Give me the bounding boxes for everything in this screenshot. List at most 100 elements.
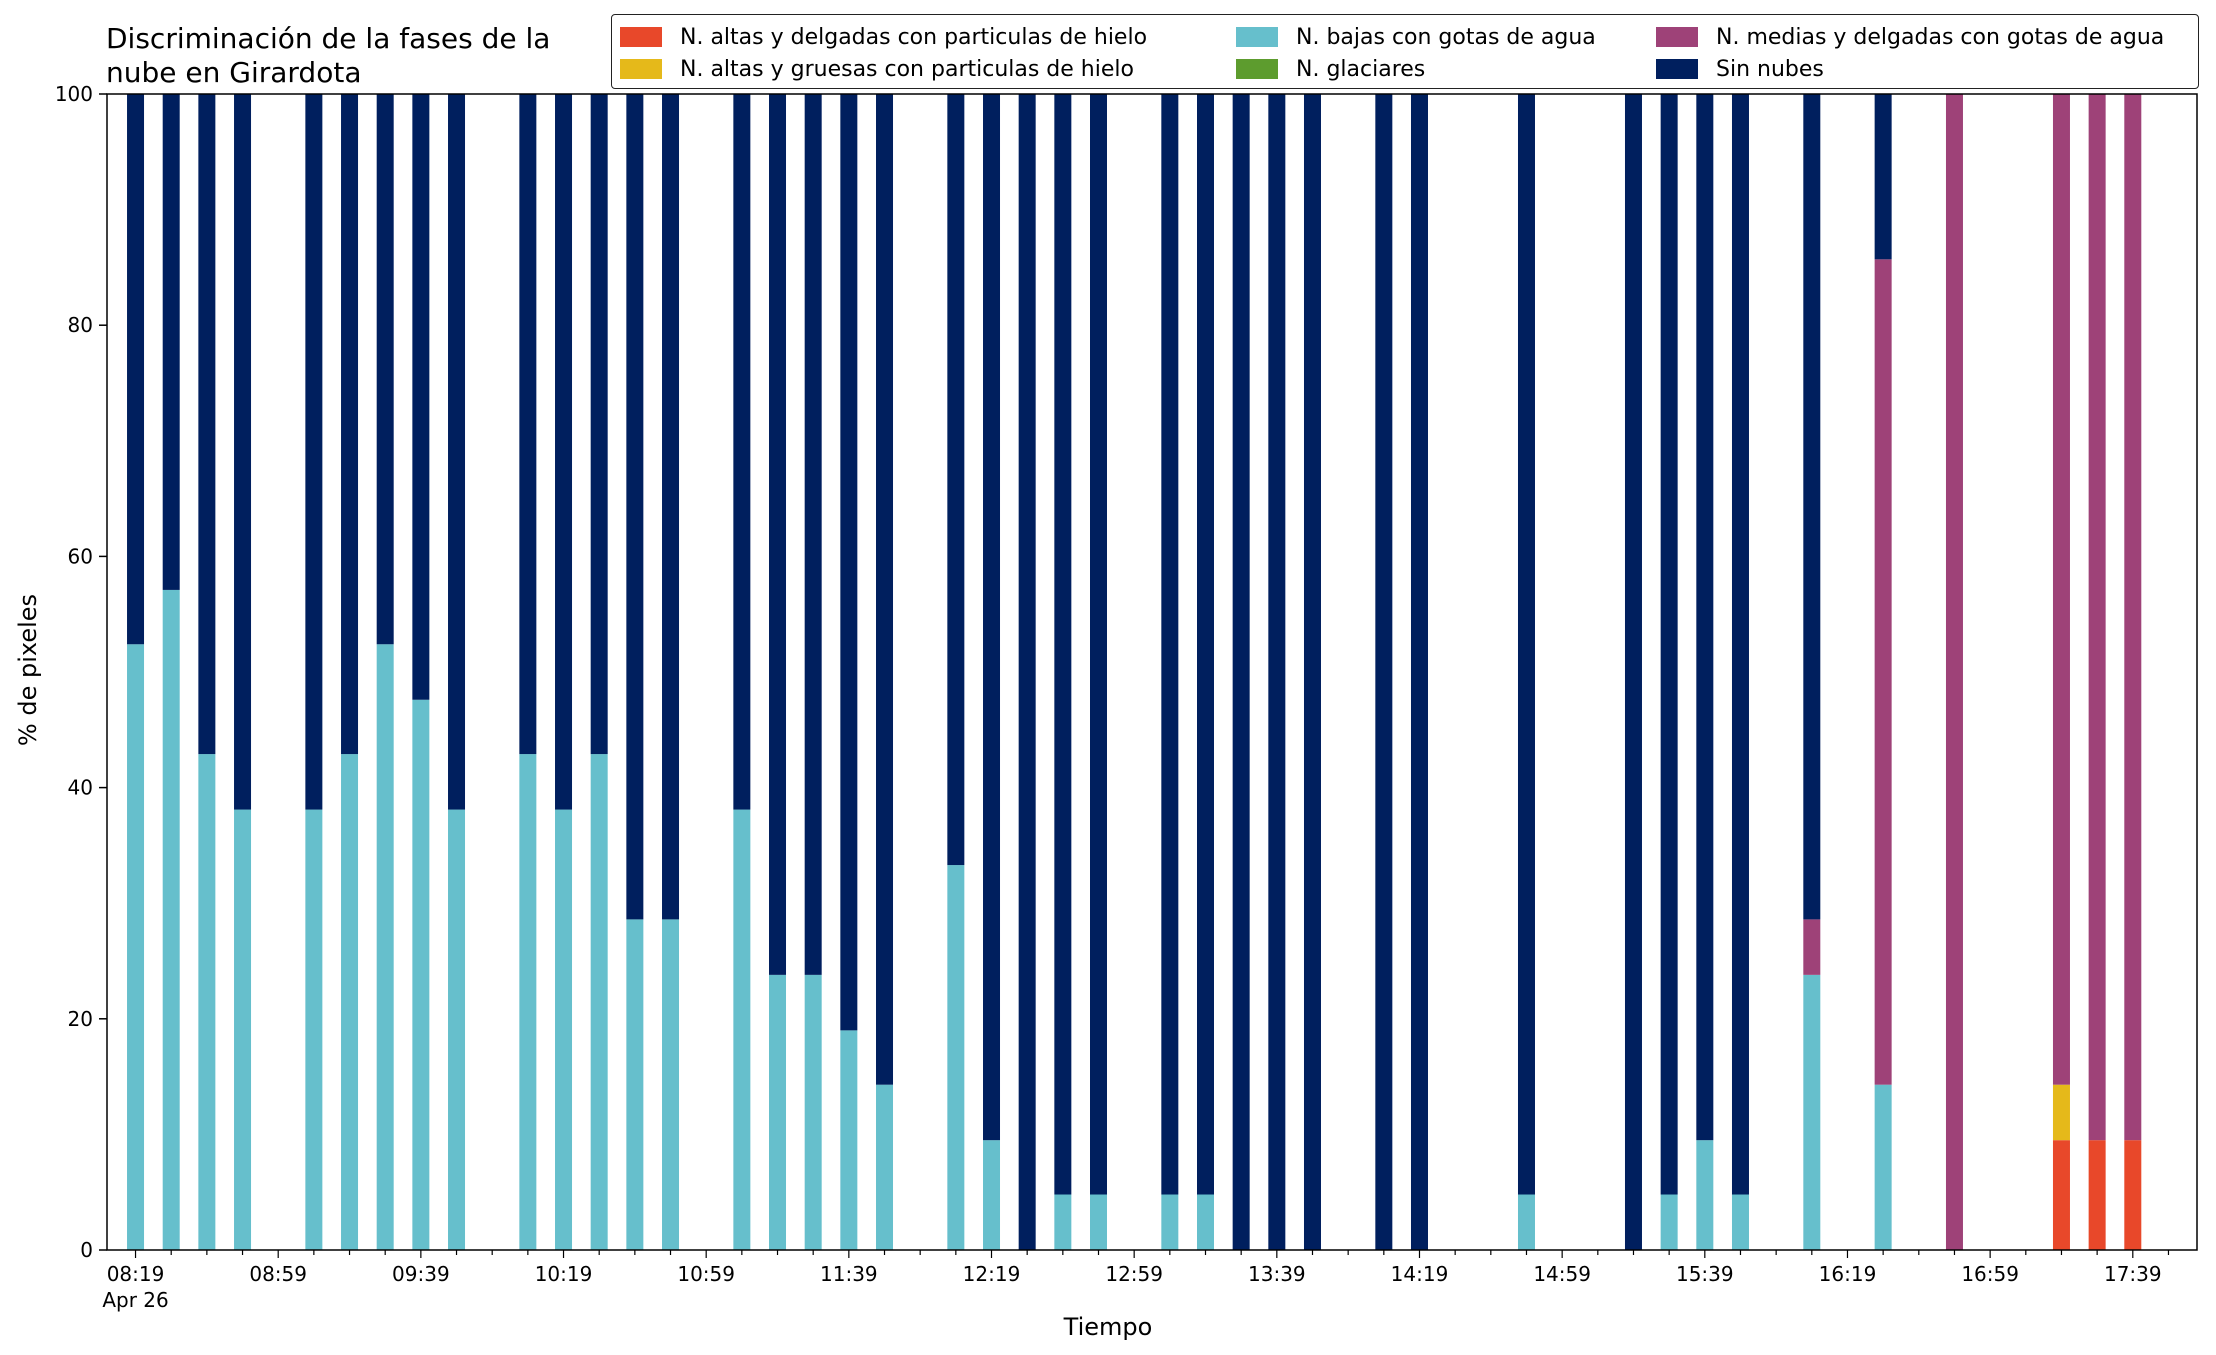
bar-segment: [947, 865, 965, 1250]
chart-legend: N. altas y delgadas con particulas de hi…: [611, 14, 2199, 89]
legend-swatch: [620, 27, 662, 47]
y-tick-label: 100: [55, 82, 93, 106]
y-axis-label: % de pixeles: [14, 593, 42, 747]
y-tick-label: 40: [68, 776, 93, 800]
x-tick-sublabel: Apr 26: [102, 1288, 168, 1312]
bar-segment: [733, 94, 751, 810]
bar-segment: [1410, 94, 1428, 1250]
legend-item-altas-gruesas: N. altas y gruesas con particulas de hie…: [620, 53, 1134, 85]
bar-segment: [341, 94, 359, 755]
legend-item-altas-delgadas: N. altas y delgadas con particulas de hi…: [620, 21, 1147, 53]
bar-segment: [519, 754, 537, 1250]
legend-item-sin-nubes: Sin nubes: [1656, 53, 1824, 85]
bar-segment: [1090, 94, 1107, 1195]
legend-label: N. medias y delgadas con gotas de agua: [1716, 24, 2165, 50]
legend-label: N. bajas con gotas de agua: [1296, 24, 1596, 50]
legend-label: Sin nubes: [1716, 56, 1824, 82]
bar-segment: [769, 974, 787, 1250]
bar-segment: [1731, 1194, 1749, 1250]
bar-segment: [1731, 94, 1749, 1195]
bar-segment: [662, 919, 680, 1250]
bar-segment: [876, 94, 894, 1085]
x-tick-label: 10:19: [535, 1262, 593, 1286]
bar-segment: [1197, 1194, 1214, 1250]
bar-segment: [162, 94, 180, 590]
bar-segment: [1803, 974, 1821, 1250]
bar-segment: [234, 809, 252, 1250]
bar-segment: [1803, 919, 1821, 975]
x-tick-label: 09:39: [392, 1262, 450, 1286]
bar-segment: [983, 94, 1001, 1141]
y-tick-label: 80: [68, 313, 93, 337]
plot-frame: [106, 93, 2198, 1251]
bar-segment: [947, 94, 965, 866]
bar-segment: [1874, 259, 1892, 1085]
bar-segment: [1660, 94, 1678, 1195]
bar-segment: [840, 94, 858, 1031]
x-tick-label: 08:59: [249, 1262, 307, 1286]
bar-segment: [626, 94, 644, 920]
y-tick-label: 20: [68, 1007, 93, 1031]
x-tick-label: 12:19: [963, 1262, 1021, 1286]
legend-swatch: [1236, 59, 1278, 79]
bar-segment: [341, 754, 359, 1250]
legend-label: N. altas y delgadas con particulas de hi…: [680, 24, 1148, 50]
bar-segment: [769, 94, 787, 975]
bar-segment: [2052, 1084, 2070, 1141]
x-tick-label: 16:59: [1961, 1262, 2019, 1286]
bar-segment: [412, 699, 430, 1250]
bar-segment: [376, 644, 394, 1250]
bar-segment: [590, 94, 608, 755]
x-tick-label: 13:39: [1248, 1262, 1306, 1286]
legend-swatch: [1656, 59, 1698, 79]
legend-swatch: [1656, 27, 1698, 47]
bar-segment: [2088, 94, 2106, 1141]
x-tick-label: 10:59: [677, 1262, 735, 1286]
bar-segment: [1375, 94, 1393, 1250]
x-tick-label: 16:19: [1819, 1262, 1877, 1286]
bar-segment: [1874, 94, 1892, 260]
bar-segment: [733, 809, 751, 1250]
bar-segment: [162, 589, 180, 1250]
bar-segment: [1803, 94, 1821, 920]
x-tick-label: 08:19: [107, 1262, 165, 1286]
bar-segment: [1945, 94, 1963, 1250]
bar-segment: [555, 94, 573, 810]
x-tick-label: 12:59: [1105, 1262, 1163, 1286]
bar-segment: [1624, 94, 1642, 1250]
bar-segment: [2124, 1140, 2142, 1250]
bar-segment: [1161, 94, 1179, 1195]
x-tick-label: 17:39: [2104, 1262, 2162, 1286]
legend-swatch: [620, 59, 662, 79]
bar-segment: [1517, 94, 1535, 1195]
bar-segment: [626, 919, 644, 1250]
chart-title: Discriminación de la fases de la nube en…: [106, 22, 551, 89]
legend-label: N. glaciares: [1296, 56, 1426, 82]
bar-segment: [804, 94, 822, 975]
x-tick-label: 14:19: [1391, 1262, 1449, 1286]
bar-segment: [983, 1140, 1001, 1250]
bar-segment: [234, 94, 252, 810]
bar-segment: [412, 94, 430, 700]
bar-segment: [2052, 1140, 2070, 1250]
bar-segment: [2052, 94, 2070, 1085]
bar-segment: [1874, 1084, 1892, 1250]
bar-segment: [305, 94, 323, 810]
y-tick-label: 60: [68, 544, 93, 568]
legend-item-medias-delgadas: N. medias y delgadas con gotas de agua: [1656, 21, 2164, 53]
bar-segment: [198, 754, 216, 1250]
bar-segment: [519, 94, 537, 755]
bar-segment: [1054, 1194, 1072, 1250]
bar-segment: [127, 644, 145, 1250]
bar-segment: [1161, 1194, 1179, 1250]
y-tick-label: 0: [80, 1238, 93, 1262]
bar-segment: [1232, 94, 1250, 1250]
bar-segment: [2088, 1140, 2106, 1250]
bar-segment: [662, 94, 680, 920]
bar-segment: [2124, 94, 2142, 1141]
bar-segment: [305, 809, 323, 1250]
bar-segment: [127, 94, 145, 645]
bar-segment: [1303, 94, 1321, 1250]
bar-segment: [448, 809, 466, 1250]
